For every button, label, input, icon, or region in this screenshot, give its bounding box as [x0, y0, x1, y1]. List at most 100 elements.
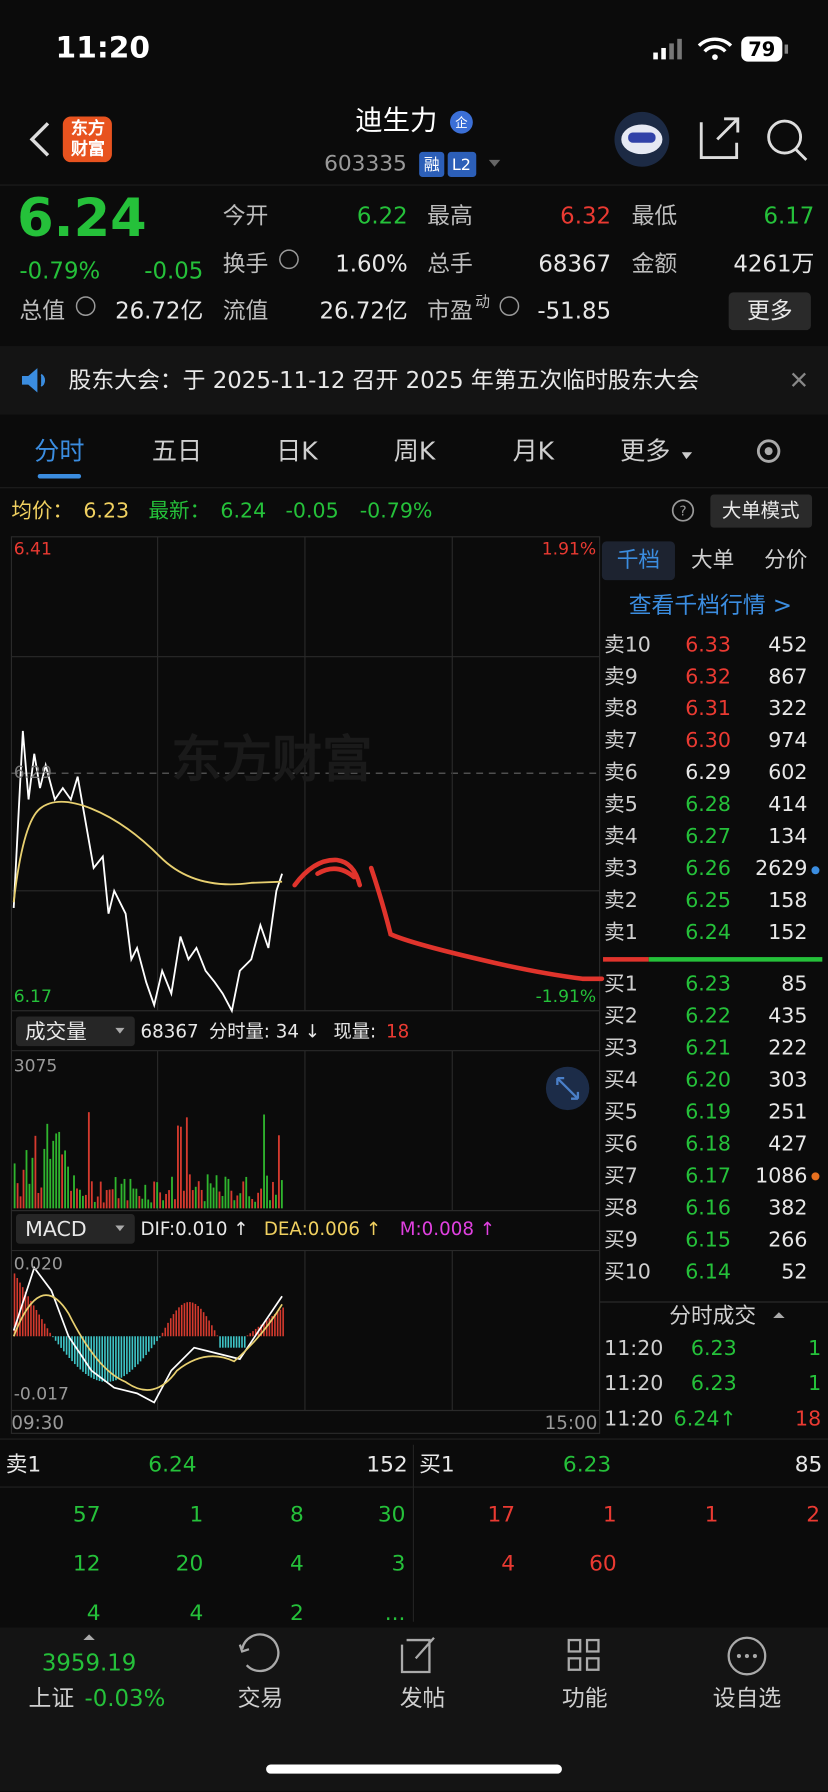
chart-tab[interactable]: 月K [513, 436, 555, 465]
volume-bar [49, 1158, 52, 1209]
book-tab[interactable]: 分价 [764, 548, 808, 573]
macd-bar [268, 1318, 271, 1337]
time-label: 09:30 [11, 1413, 64, 1434]
close-icon[interactable] [791, 372, 806, 387]
book-volume: 867 [768, 664, 807, 688]
volume-bar [132, 1188, 135, 1209]
macd-bar [211, 1325, 213, 1337]
share-icon[interactable] [699, 117, 740, 160]
change: -0.05 [144, 258, 203, 284]
queue-order: 2 [290, 1601, 304, 1626]
macd-bar [82, 1336, 84, 1372]
macd-bar [172, 1314, 175, 1337]
last-change-pct: -0.79% [360, 499, 433, 523]
logo-text: 东方 [71, 118, 105, 139]
queue-order: 2 [806, 1503, 820, 1528]
macd-bar [148, 1336, 150, 1352]
book-price: 6.16 [685, 1195, 731, 1219]
tab-item[interactable]: 功能 [562, 1686, 608, 1712]
book-tab-active[interactable] [601, 541, 675, 581]
badge-bg [449, 110, 473, 134]
queue-order: 12 [73, 1552, 101, 1577]
field-label: 流值 [223, 298, 269, 324]
help-icon[interactable] [671, 499, 695, 522]
macd-bar [115, 1336, 117, 1381]
more-button[interactable] [728, 292, 811, 331]
queue-order: 60 [589, 1552, 617, 1577]
book-tab[interactable]: 千档 [617, 548, 660, 573]
macd-bar [60, 1336, 62, 1348]
macd-bar [137, 1336, 139, 1365]
volume-bar [126, 1200, 129, 1209]
queue-order: ... [385, 1601, 406, 1626]
volume-bar [138, 1196, 141, 1209]
volume-bar [64, 1150, 67, 1209]
search-icon[interactable] [767, 119, 803, 155]
macd-bar [276, 1311, 279, 1337]
settings-icon[interactable] [756, 439, 781, 463]
tab-item[interactable]: 发帖 [400, 1686, 446, 1712]
macd-bar [71, 1336, 73, 1362]
volume-bar [251, 1198, 254, 1209]
volume-bar [123, 1178, 126, 1209]
tab-item[interactable]: 交易 [238, 1686, 284, 1712]
macd-bar [271, 1316, 273, 1337]
mode-button[interactable] [710, 494, 813, 528]
back-icon[interactable] [29, 122, 50, 157]
volume-bar [221, 1195, 224, 1209]
volume-bar [269, 1200, 271, 1209]
dropdown-icon[interactable] [488, 159, 501, 167]
volume-bar [248, 1196, 251, 1209]
volume-bar [84, 1194, 87, 1209]
chart-grid [10, 536, 601, 1434]
macd-bar [84, 1336, 87, 1374]
index-value: 3959.19 [42, 1651, 136, 1677]
volume-bar [277, 1135, 280, 1209]
tab-icons [238, 1633, 767, 1676]
macd-bar [150, 1336, 153, 1349]
book-link[interactable]: 查看千档行情 > [629, 593, 792, 619]
volume-bar [257, 1192, 260, 1209]
macd-bar [178, 1307, 180, 1337]
volume-bar [194, 1186, 197, 1209]
volume-bar [236, 1195, 239, 1209]
macd-bar [65, 1336, 68, 1355]
book-price: 6.27 [685, 824, 731, 848]
chart-tab[interactable]: 五日 [152, 436, 202, 465]
volume-bar [96, 1196, 99, 1209]
macd-bar [145, 1336, 147, 1356]
volume-selector[interactable] [15, 1016, 135, 1047]
macd-bar [186, 1302, 188, 1337]
book-volume: 134 [768, 824, 807, 848]
macd-bar [254, 1328, 257, 1337]
macd-bar [120, 1336, 123, 1378]
tab-item[interactable]: 设自选 [713, 1686, 782, 1712]
book-price: 6.15 [685, 1227, 731, 1251]
detail-volume: 152 [366, 1452, 407, 1477]
trade-price: 6.24↑ [674, 1407, 737, 1431]
macd-bar [200, 1308, 202, 1337]
tick-volume: 分时量: 34 ↓ [209, 1021, 320, 1042]
m-label: M:0.008 ↑ [400, 1219, 495, 1240]
macd-bar [158, 1336, 161, 1338]
macd-selector[interactable] [15, 1214, 135, 1244]
macd-bar [167, 1322, 169, 1337]
queue-order: 4 [189, 1601, 203, 1626]
dropdown-icon [681, 452, 693, 460]
macd-bar [43, 1323, 46, 1337]
book-price: 6.26 [685, 856, 731, 880]
chart-tab[interactable]: 周K [394, 436, 436, 465]
badge: 企 [455, 115, 468, 130]
content: ? 11:20 79 东方财富 迪生力 企 603335 融 L2 6.24 -0.79% -0.0… [0, 31, 828, 1791]
announcement-bar[interactable] [0, 346, 828, 415]
macd-bar [252, 1331, 254, 1337]
field-label: 换手 [223, 251, 269, 277]
volume-bar [188, 1174, 191, 1209]
queue-order: 8 [290, 1503, 304, 1528]
book-tab[interactable]: 大单 [691, 548, 734, 573]
volume-bar [239, 1193, 242, 1209]
chart-tab[interactable]: 更多 [620, 436, 670, 465]
chart-tab[interactable]: 日K [276, 436, 318, 465]
average-line [12, 800, 283, 903]
chart-tab[interactable]: 分时 [34, 436, 84, 465]
